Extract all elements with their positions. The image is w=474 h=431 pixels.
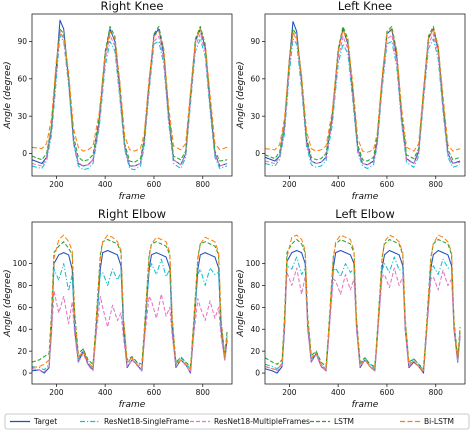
panel-right-knee-ytick-label: 0 (22, 149, 27, 158)
panel-left-knee-axes-frame (264, 13, 466, 177)
panel-left-knee-series-resnet18-singleframe (265, 38, 461, 170)
panel-left-elbow-series-bi-lstm (265, 234, 461, 372)
panel-left-knee-xlabel: frame (352, 192, 379, 202)
panel-left-elbow-xtick-label: 200 (282, 388, 297, 397)
panel-left-elbow-ytick-label: 60 (250, 303, 260, 312)
panel-right-knee-lines (32, 19, 228, 171)
panel-right-elbow: 200 400 600 800 0 20 40 60 80 100 Right Elbow frame… (3, 207, 233, 410)
panel-right-elbow-axes-frame (31, 221, 233, 385)
panel-right-knee-ytick-label: 90 (17, 37, 27, 46)
panel-right-elbow-ytick-label: 20 (17, 347, 27, 356)
panel-left-knee-ytick-label: 30 (250, 112, 260, 121)
legend-frame (4, 413, 470, 430)
panel-left-knee-series-bi-lstm (265, 28, 461, 153)
panel-left-knee-xtick-label: 800 (429, 180, 444, 189)
panel-right-knee-xtick-label: 600 (147, 180, 162, 189)
panel-left-knee: 200 400 600 800 0 30 60 90 Left Knee frame Angle (… (236, 0, 466, 202)
panel-left-elbow-series-lstm (265, 238, 461, 370)
panel-right-knee-ylabel: Angle (degree) (3, 61, 13, 129)
panel-left-elbow-lines (265, 234, 461, 374)
panel-left-elbow-series-resnet18-multipleframes (265, 267, 461, 373)
panel-right-elbow-lines (32, 234, 228, 374)
panel-left-knee-series-resnet18-multipleframes (265, 33, 461, 166)
panel-left-elbow-title: Left Elbow (335, 207, 395, 221)
panel-left-knee-lines (265, 20, 461, 170)
panel-right-elbow-ytick-label: 100 (13, 259, 28, 268)
panel-left-elbow-series-resnet18-singleframe (265, 256, 461, 372)
panel-right-knee-xtick-label: 800 (196, 180, 211, 189)
panel-right-elbow-series-resnet18-multipleframes (32, 290, 228, 373)
panel-left-elbow-ylabel: Angle (degree) (236, 269, 246, 337)
panel-right-knee-series-bi-lstm (32, 28, 228, 152)
panel-left-elbow-ytick-label: 0 (255, 369, 260, 378)
panel-left-elbow-xlabel: frame (352, 400, 379, 410)
panel-right-knee-series-lstm (32, 25, 228, 163)
panel-left-knee-ytick-label: 90 (250, 37, 260, 46)
panel-right-elbow-ytick-label: 40 (17, 325, 27, 334)
panel-left-elbow-ytick-label: 80 (250, 281, 260, 290)
panel-right-elbow-ytick-label: 0 (22, 369, 27, 378)
panel-right-elbow-xtick-label: 400 (98, 388, 113, 397)
panel-right-knee-xlabel: frame (119, 192, 146, 202)
legend: Target ResNet18-SingleFrame ResNet18-Multi… (4, 413, 470, 430)
panel-right-knee-ytick-label: 30 (17, 112, 27, 121)
panel-left-knee-xtick-label: 400 (331, 180, 346, 189)
legend-label-bi-lstm: Bi-LSTM (424, 417, 454, 426)
panel-right-knee-title: Right Knee (101, 0, 164, 13)
panel-left-elbow-ytick-label: 100 (246, 259, 261, 268)
panel-right-elbow-xtick-label: 800 (196, 388, 211, 397)
panel-left-knee-xtick-label: 200 (282, 180, 297, 189)
panel-left-elbow-xtick-label: 600 (380, 388, 395, 397)
panel-left-elbow-ytick-label: 40 (250, 325, 260, 334)
panel-left-knee-ylabel: Angle (degree) (236, 61, 246, 129)
legend-label-resnet18-singleframe: ResNet18-SingleFrame (104, 417, 190, 426)
panel-left-knee-xtick-label: 600 (380, 180, 395, 189)
panel-right-knee-series-resnet18-multipleframes (32, 30, 228, 167)
legend-label-target: Target (33, 417, 57, 426)
panel-right-knee-series-target (32, 19, 228, 167)
panel-left-elbow-axes-frame (264, 221, 466, 385)
legend-label-resnet18-multipleframes: ResNet18-MultipleFrames (214, 417, 310, 426)
panel-right-elbow-title: Right Elbow (98, 207, 166, 221)
panel-right-elbow-xtick-label: 600 (147, 388, 162, 397)
panel-left-knee-ytick-label: 60 (250, 74, 260, 83)
panel-left-elbow-ytick-label: 20 (250, 347, 260, 356)
panel-right-elbow-series-bi-lstm (32, 234, 228, 370)
panel-right-elbow-xlabel: frame (119, 400, 146, 410)
panel-right-knee-ytick-label: 60 (17, 74, 27, 83)
panel-right-elbow-series-target (32, 249, 228, 374)
panel-right-knee-axes-frame (31, 13, 233, 177)
panel-left-knee-title: Left Knee (338, 0, 392, 13)
panel-left-knee-ytick-label: 0 (255, 149, 260, 158)
legend-label-lstm: LSTM (334, 417, 354, 426)
panel-left-knee-series-lstm (265, 25, 461, 162)
panel-left-elbow-xtick-label: 400 (331, 388, 346, 397)
panel-left-elbow-series-target (265, 249, 461, 374)
panel-left-elbow: 200 400 600 800 0 20 40 60 80 100 Left Elbow frame A… (236, 207, 466, 410)
panel-right-knee-xtick-label: 200 (49, 180, 64, 189)
panel-right-elbow-ytick-label: 60 (17, 303, 27, 312)
panel-right-knee-xtick-label: 400 (98, 180, 113, 189)
panel-right-knee: 200 400 600 800 0 30 60 90 Right Knee frame Angle … (3, 0, 233, 202)
panel-left-elbow-xtick-label: 800 (429, 388, 444, 397)
panel-right-elbow-ytick-label: 80 (17, 281, 27, 290)
panel-right-elbow-ylabel: Angle (degree) (3, 269, 13, 337)
panel-right-elbow-xtick-label: 200 (49, 388, 64, 397)
